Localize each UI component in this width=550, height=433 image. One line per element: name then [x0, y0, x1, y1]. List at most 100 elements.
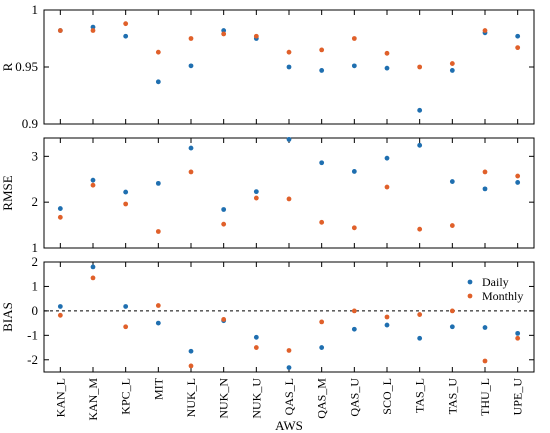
point-daily-mit [155, 180, 161, 186]
point-monthly-kpc_l [123, 21, 129, 27]
point-daily-tas_u [449, 324, 455, 330]
point-monthly-nuk_l [188, 363, 194, 369]
point-daily-qas_l [286, 64, 292, 70]
point-daily-upe_u [515, 33, 521, 39]
y-tick-label: 1 [32, 2, 39, 17]
point-daily-qas_l [286, 365, 292, 370]
point-monthly-qas_m [319, 219, 325, 225]
y-tick-label: -2 [27, 352, 38, 367]
point-monthly-kan_l [57, 312, 63, 318]
point-monthly-tas_u [449, 61, 455, 66]
y-tick-label: -1 [27, 327, 38, 342]
point-daily-sco_l [384, 65, 390, 71]
x-tick-label-upe_u: UPE_U [511, 378, 525, 416]
y-tick-label: 2 [32, 194, 39, 209]
point-monthly-tas_l [417, 312, 423, 317]
point-daily-nuk_l [188, 63, 194, 69]
point-monthly-upe_u [515, 45, 521, 51]
point-daily-nuk_u [253, 334, 259, 340]
point-daily-kan_l [57, 206, 63, 211]
x-tick-label-tas_l: TAS_L [413, 378, 427, 413]
point-daily-qas_m [319, 345, 325, 350]
point-daily-qas_u [351, 63, 357, 69]
point-monthly-thu_l [482, 358, 488, 364]
point-daily-kpc_l [123, 33, 129, 39]
point-monthly-nuk_l [188, 36, 194, 41]
point-monthly-tas_u [449, 308, 455, 314]
point-daily-kan_m [90, 24, 96, 30]
point-monthly-kan_l [57, 214, 63, 220]
legend-label-daily: Daily [482, 275, 509, 289]
point-daily-qas_m [319, 68, 325, 73]
point-daily-upe_u [515, 330, 521, 336]
point-daily-kan_m [90, 264, 96, 270]
point-daily-qas_m [319, 160, 325, 166]
panel-r: 0.9 0.95 1 R [0, 2, 535, 131]
x-tick-label-qas_m: QAS_M [315, 378, 329, 419]
panel-frame [43, 261, 535, 373]
point-monthly-kan_m [90, 275, 96, 281]
panel-rmse: 1 2 3 RMSE [0, 136, 535, 255]
y-axis-label: R [0, 62, 15, 71]
x-tick-label-kan_m: KAN_M [86, 378, 100, 421]
point-monthly-qas_u [351, 308, 357, 314]
point-monthly-kpc_l [123, 324, 129, 330]
y-tick-label: 3 [32, 148, 39, 163]
point-daily-thu_l [482, 186, 488, 192]
x-tick-label-nuk_u: NUK_U [249, 378, 263, 419]
x-tick-label-kpc_l: KPC_L [119, 378, 133, 415]
point-monthly-sco_l [384, 314, 390, 320]
y-tick-label: 0.9 [22, 116, 38, 131]
legend-marker-monthly [467, 293, 473, 299]
point-daily-nuk_l [188, 145, 194, 151]
legend-marker-daily [467, 279, 473, 285]
panel-frame [43, 137, 535, 249]
point-monthly-kan_l [57, 28, 63, 33]
point-monthly-kpc_l [123, 201, 129, 207]
point-monthly-nuk_n [221, 221, 227, 227]
point-monthly-mit [155, 229, 161, 234]
point-monthly-sco_l [384, 50, 390, 56]
point-monthly-upe_u [515, 173, 521, 179]
point-daily-mit [155, 79, 161, 85]
point-daily-qas_u [351, 326, 357, 332]
point-monthly-kan_m [90, 182, 96, 188]
point-daily-qas_u [351, 169, 357, 174]
point-daily-upe_u [515, 180, 521, 185]
point-monthly-nuk_n [221, 317, 227, 322]
point-monthly-upe_u [515, 335, 521, 341]
point-monthly-qas_l [286, 196, 292, 202]
y-tick-label: 1 [32, 240, 39, 255]
point-daily-tas_l [417, 335, 423, 341]
point-monthly-nuk_n [221, 31, 227, 37]
point-monthly-qas_l [286, 348, 292, 353]
x-tick-label-qas_l: QAS_L [282, 378, 296, 415]
y-tick-label: 1 [32, 278, 39, 293]
point-monthly-nuk_u [253, 33, 259, 39]
point-monthly-thu_l [482, 28, 488, 33]
point-daily-qas_l [286, 136, 292, 142]
point-daily-kpc_l [123, 304, 129, 309]
point-monthly-mit [155, 303, 161, 308]
point-daily-kan_l [57, 304, 63, 309]
point-daily-sco_l [384, 322, 390, 328]
point-monthly-nuk_u [253, 195, 259, 201]
x-tick-label-tas_u: TAS_U [445, 378, 459, 415]
x-tick-label-sco_l: SCO_L [380, 378, 394, 415]
point-daily-tas_l [417, 142, 423, 148]
point-daily-tas_u [449, 68, 455, 73]
point-monthly-sco_l [384, 184, 390, 190]
point-daily-kan_m [90, 177, 96, 183]
point-monthly-tas_l [417, 226, 423, 232]
point-monthly-tas_u [449, 223, 455, 228]
point-monthly-qas_m [319, 47, 325, 53]
point-daily-kpc_l [123, 189, 129, 195]
point-daily-nuk_n [221, 28, 227, 33]
x-tick-label-thu_l: THU_L [478, 378, 492, 416]
point-monthly-thu_l [482, 169, 488, 175]
x-axis-label: AWS [275, 418, 303, 433]
x-tick-label-qas_u: QAS_U [347, 378, 361, 417]
point-daily-thu_l [482, 325, 488, 330]
point-monthly-nuk_l [188, 169, 194, 175]
